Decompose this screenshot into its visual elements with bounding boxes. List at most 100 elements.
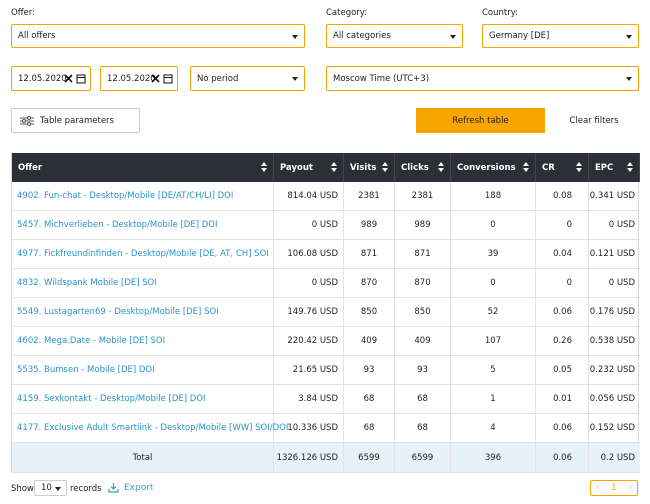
table-cell: 0: [451, 269, 536, 298]
header-text: EPC: [595, 162, 614, 173]
sort-icon: [382, 162, 388, 166]
offer-link[interactable]: 4977. Fickfreundinfinden - Desktop/Mobil…: [12, 240, 274, 269]
table-parameters-button[interactable]: Table parameters: [11, 108, 140, 133]
offer-link[interactable]: 5535. Bumsen - Mobile [DE] DOI: [12, 356, 274, 385]
next-page[interactable]: ›: [628, 483, 632, 493]
sort-icon: [576, 162, 582, 166]
clear-filters-button[interactable]: Clear filters: [560, 108, 628, 133]
total-cell: 0.06: [536, 443, 589, 473]
date-to[interactable]: 12.05.2020: [100, 66, 178, 91]
header-cell[interactable]: Conversions: [451, 153, 536, 182]
offer-link[interactable]: 4832. Wildspank Mobile [DE] SOI: [12, 269, 274, 298]
sort-icon: [438, 168, 444, 172]
header-cell[interactable]: CR: [536, 153, 589, 182]
sort-icon: [261, 162, 267, 166]
sort-icon: [523, 162, 529, 166]
table-cell: 0.26: [536, 327, 589, 356]
offer-link[interactable]: 5457. Michverlieben - Desktop/Mobile [DE…: [12, 211, 274, 240]
table-cell: 107: [451, 327, 536, 356]
header-cell[interactable]: Payout: [274, 153, 344, 182]
table-cell: 3.84 USD: [274, 385, 344, 414]
header-cell[interactable]: Offer: [12, 153, 274, 182]
offer-link[interactable]: 4902. Fun-chat - Desktop/Mobile [DE/AT/C…: [12, 182, 274, 211]
table-cell: 0.232 USD: [589, 356, 640, 385]
table-cell: 0 USD: [274, 269, 344, 298]
table-cell: 989: [395, 211, 451, 240]
header-cell[interactable]: Visits: [344, 153, 395, 182]
offer-link[interactable]: 4177. Exclusive Adult Smartlink - Deskto…: [12, 414, 288, 443]
country-value: Germany [DE]: [489, 31, 550, 41]
table-cell: 0.121 USD: [589, 240, 640, 269]
header-text: Offer: [18, 162, 43, 173]
table-cell: 0.06: [536, 414, 589, 443]
table-cell: 814.04 USD: [274, 182, 344, 211]
date-icons: [64, 74, 86, 84]
table-cell: 409: [395, 327, 451, 356]
records-label: records: [70, 484, 102, 494]
table-cell: 68: [395, 385, 451, 414]
sort-icon: [382, 168, 388, 172]
header-text: Visits: [350, 162, 377, 173]
table-cell: 39: [451, 240, 536, 269]
total-cell: Total: [12, 443, 274, 473]
records-value: 10: [41, 483, 52, 493]
sort-icon: [523, 168, 529, 172]
date-to-value: 12.05.2020: [107, 73, 156, 84]
export-button[interactable]: Export: [108, 482, 153, 493]
table-parameters-text: Table parameters: [40, 115, 114, 126]
header-cell[interactable]: EPC: [589, 153, 640, 182]
header-cell[interactable]: Clicks: [395, 153, 451, 182]
offer-link[interactable]: 4159. Sexkontakt - Desktop/Mobile [DE] D…: [12, 385, 274, 414]
period-value: No period: [197, 73, 239, 84]
table-cell: 5: [451, 356, 536, 385]
table-cell: 68: [395, 414, 451, 443]
refresh-button[interactable]: Refresh table: [416, 108, 545, 133]
period-select[interactable]: No period: [190, 66, 305, 91]
stats-table: Offer Payout Visits Clicks Conversions CR EPC 4…: [11, 153, 640, 473]
sort-icon: [576, 168, 582, 172]
table-cell: 870: [395, 269, 451, 298]
export-icon: [108, 483, 119, 493]
timezone-select[interactable]: Moscow Time (UTC+3): [326, 66, 639, 91]
records-select[interactable]: 10: [34, 480, 67, 496]
table-cell: 220.42 USD: [274, 327, 344, 356]
offer-label: Offer:: [11, 8, 35, 18]
pagination: ‹ 1 ›: [590, 480, 638, 496]
header-text: Conversions: [457, 162, 516, 173]
current-page[interactable]: 1: [611, 483, 617, 493]
table-cell: 1: [451, 385, 536, 414]
table-cell: 850: [395, 298, 451, 327]
country-label: Country:: [482, 8, 519, 18]
table-cell: 989: [344, 211, 395, 240]
country-select[interactable]: Germany [DE]: [482, 24, 639, 48]
table-cell: 871: [395, 240, 451, 269]
total-cell: 1326.126 USD: [274, 443, 344, 473]
table-cell: 4: [451, 414, 536, 443]
table-cell: 0.341 USD: [589, 182, 640, 211]
table-cell: 10.336 USD: [274, 414, 344, 443]
sort-icon: [438, 162, 444, 166]
table-cell: 0.06: [536, 298, 589, 327]
date-icons: [151, 74, 173, 84]
prev-page[interactable]: ‹: [596, 483, 600, 493]
table-cell: 0: [536, 269, 589, 298]
sort-icon: [627, 168, 633, 172]
offer-link[interactable]: 5549. Lustagarten69 - Desktop/Mobile [DE…: [12, 298, 274, 327]
total-cell: 396: [451, 443, 536, 473]
table-cell: 0.538 USD: [589, 327, 640, 356]
offer-select[interactable]: All offers: [11, 24, 305, 48]
table-cell: 2381: [395, 182, 451, 211]
offer-link[interactable]: 4602. Mega.Date - Mobile [DE] SOI: [12, 327, 274, 356]
table-cell: 871: [344, 240, 395, 269]
sort-icon: [261, 168, 267, 172]
category-select[interactable]: All categories: [326, 24, 463, 48]
table-cell: 850: [344, 298, 395, 327]
table-cell: 0.152 USD: [589, 414, 640, 443]
table-cell: 0 USD: [274, 211, 344, 240]
total-cell: 6599: [395, 443, 451, 473]
table-cell: 0 USD: [589, 211, 640, 240]
table-cell: 2381: [344, 182, 395, 211]
date-from[interactable]: 12.05.2020: [11, 66, 91, 91]
clear-filters-text: Clear filters: [569, 115, 619, 126]
table-cell: 188: [451, 182, 536, 211]
